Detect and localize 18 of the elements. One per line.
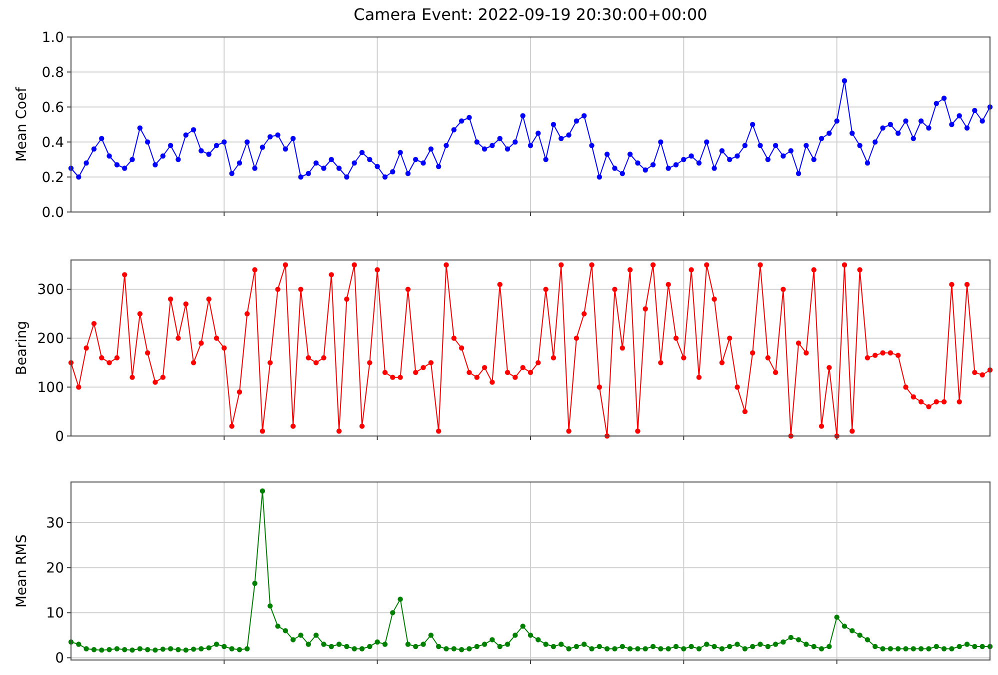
y-tick-label: 0.8 [42, 64, 64, 81]
y-tick-label: 200 [37, 331, 64, 348]
y-tick-label: 0.2 [42, 170, 64, 186]
y-tick-label: 0 [55, 428, 64, 445]
y-tick-label: 30 [46, 515, 64, 532]
y-tick-label: 0.6 [42, 100, 64, 116]
y-tick-label: 100 [37, 380, 64, 396]
y-axis-title: Bearing [14, 320, 30, 376]
y-axis-title: Mean Coef [14, 86, 30, 162]
chart-title: Camera Event: 2022-09-19 20:30:00+00:00 [354, 5, 708, 24]
y-tick-label: 1.0 [42, 30, 64, 46]
y-tick-label: 20 [46, 560, 64, 577]
y-tick-label: 0 [55, 650, 64, 667]
y-tick-label: 0.0 [42, 204, 64, 221]
y-tick-label: 300 [37, 282, 64, 298]
y-axis-title: Mean RMS [14, 534, 30, 608]
y-tick-label: 10 [46, 606, 64, 622]
y-tick-label: 0.4 [42, 134, 64, 151]
